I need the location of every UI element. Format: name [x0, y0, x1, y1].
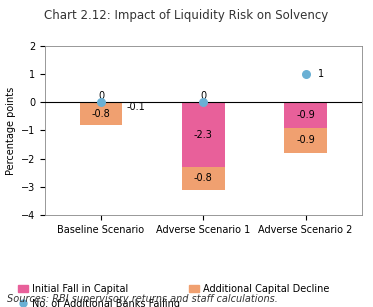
Text: 1: 1 — [318, 69, 324, 79]
Point — [98, 100, 104, 105]
Text: Sources: RBI supervisory returns and staff calculations.: Sources: RBI supervisory returns and sta… — [7, 294, 278, 304]
Text: 0: 0 — [98, 91, 104, 101]
Text: -0.8: -0.8 — [92, 109, 110, 119]
Legend: Initial Fall in Capital, No. of Additional Banks Failing, Additional Capital Dec: Initial Fall in Capital, No. of Addition… — [18, 284, 329, 307]
Bar — [79, 102, 122, 125]
Point — [303, 72, 308, 77]
Bar — [182, 102, 225, 167]
Text: -0.8: -0.8 — [194, 173, 213, 183]
Bar — [284, 128, 327, 153]
Point — [200, 100, 206, 105]
Text: -0.9: -0.9 — [296, 135, 315, 145]
Bar — [284, 102, 327, 128]
Text: -0.9: -0.9 — [296, 110, 315, 120]
Bar — [182, 167, 225, 189]
Text: -2.3: -2.3 — [194, 130, 213, 140]
Text: -0.1: -0.1 — [126, 102, 145, 111]
Y-axis label: Percentage points: Percentage points — [6, 86, 16, 175]
Text: 0: 0 — [200, 91, 206, 101]
Text: Chart 2.12: Impact of Liquidity Risk on Solvency: Chart 2.12: Impact of Liquidity Risk on … — [44, 9, 329, 22]
